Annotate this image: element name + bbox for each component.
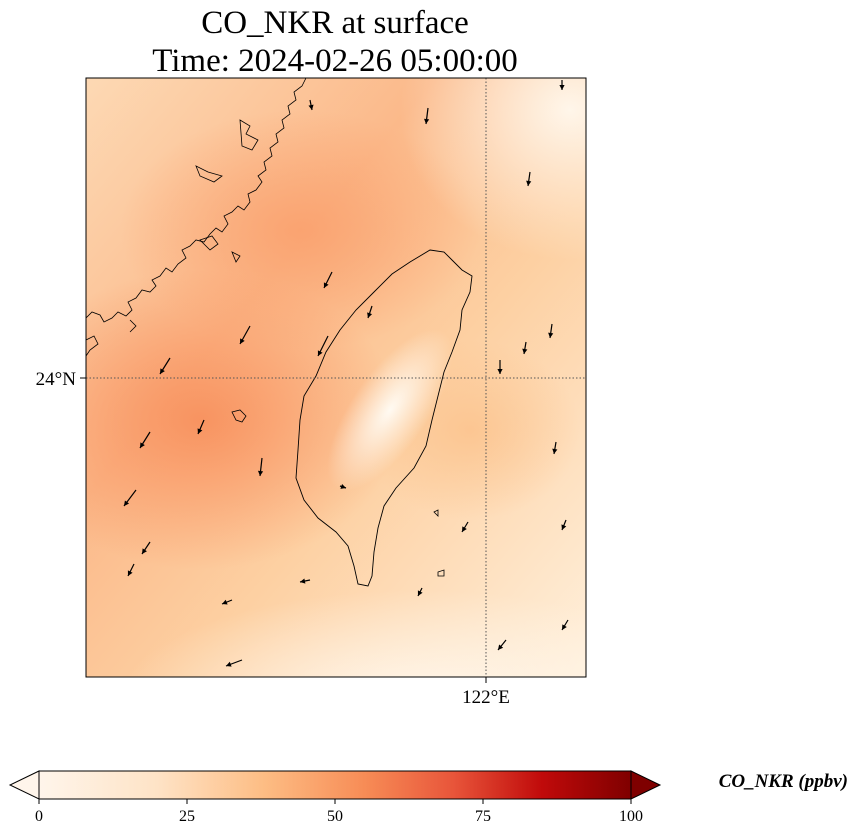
colorbar-extend-min	[10, 771, 39, 799]
colorbar-title: CO_NKR (ppbv)	[719, 771, 848, 792]
colorbar-tick-label: 100	[619, 808, 643, 825]
colorbar-tick-label: 25	[179, 808, 195, 825]
title-line-1: CO_NKR at surface	[201, 5, 469, 41]
colorbar-tick-label: 50	[327, 808, 343, 825]
title-line-2: Time: 2024-02-26 05:00:00	[152, 43, 517, 79]
colorbar-extend-max	[631, 771, 660, 799]
colorbar-ticks: 0 25 50 75 100	[35, 799, 643, 825]
colorbar: 0 25 50 75 100 CO_NKR (ppbv)	[10, 771, 848, 825]
colorbar-tick-label: 75	[475, 808, 491, 825]
colorbar-gradient	[39, 771, 631, 799]
latitude-label: 24°N	[36, 369, 77, 390]
longitude-label: 122°E	[462, 687, 510, 708]
map-panel	[0, 0, 740, 810]
colorbar-tick-label: 0	[35, 808, 43, 825]
